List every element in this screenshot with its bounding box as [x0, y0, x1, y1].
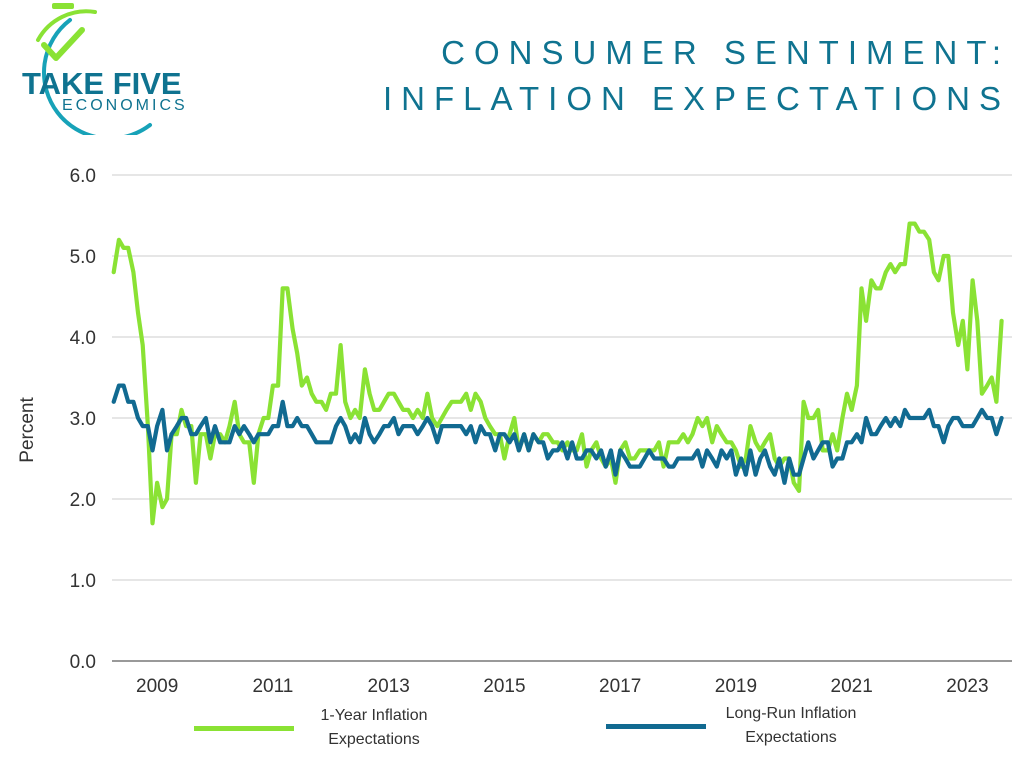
legend-label-one-year: 1-Year Inflation Expectations: [294, 704, 454, 752]
legend-swatch-long-run: [606, 723, 706, 729]
x-tick-label: 2017: [599, 676, 641, 697]
stopwatch-crown-icon: [52, 3, 74, 9]
legend-item-long-run: Long-Run Inflation Expectations: [606, 702, 876, 750]
grid-lines: [112, 174, 1012, 581]
chart-title-line-2: INFLATION EXPECTATIONS: [382, 80, 1010, 117]
legend-swatch-one-year: [194, 725, 294, 731]
legend-long-run-line-1: Long-Run Inflation: [725, 705, 857, 722]
x-tick-label: 2013: [368, 676, 410, 697]
series-line-long-run: [111, 383, 1004, 485]
x-axis-ticks: 2009 2011 2013 2015 2017 2019 2021 2023: [136, 676, 989, 697]
series-line-one-year: [111, 221, 1004, 526]
y-axis-label: Percent: [17, 397, 38, 463]
y-tick-label: 0.0: [70, 652, 96, 673]
legend-long-run-line-2: Expectations: [745, 729, 837, 746]
y-tick-label: 1.0: [70, 571, 96, 592]
logo-arc-green: [36, 9, 97, 42]
series-lines: [111, 221, 1004, 526]
x-tick-label: 2011: [252, 676, 293, 697]
y-tick-label: 5.0: [70, 247, 96, 268]
x-tick-label: 2019: [715, 676, 757, 697]
y-tick-label: 4.0: [70, 328, 96, 349]
legend-one-year-line-2: Expectations: [328, 731, 420, 748]
logo-line-2: ECONOMICS: [62, 97, 188, 114]
take-five-economics-logo: TAKE FIVE ECONOMICS: [22, 3, 188, 135]
x-tick-label: 2021: [831, 676, 873, 697]
line-chart: 0.01.02.03.04.05.06.0 2009 2011 2013 2015 20…: [17, 166, 1012, 697]
x-tick-label: 2023: [946, 676, 988, 697]
logo-arc: [42, 18, 152, 135]
legend-one-year-line-1: 1-Year Inflation: [320, 707, 428, 724]
y-tick-label: 3.0: [70, 409, 96, 430]
y-tick-label: 6.0: [70, 166, 96, 187]
y-tick-label: 2.0: [70, 490, 96, 511]
legend-item-one-year: 1-Year Inflation Expectations: [194, 704, 454, 752]
chart-title-line-1: CONSUMER SENTIMENT:: [441, 34, 1010, 71]
checkmark-icon: [41, 27, 85, 61]
y-axis-ticks: 0.0 1.0 2.0 3.0 4.0 5.0 6.0: [70, 166, 96, 673]
logo-line-1: TAKE FIVE: [22, 66, 182, 101]
legend-label-long-run: Long-Run Inflation Expectations: [706, 702, 876, 750]
x-tick-label: 2009: [136, 676, 178, 697]
x-tick-label: 2015: [483, 676, 525, 697]
